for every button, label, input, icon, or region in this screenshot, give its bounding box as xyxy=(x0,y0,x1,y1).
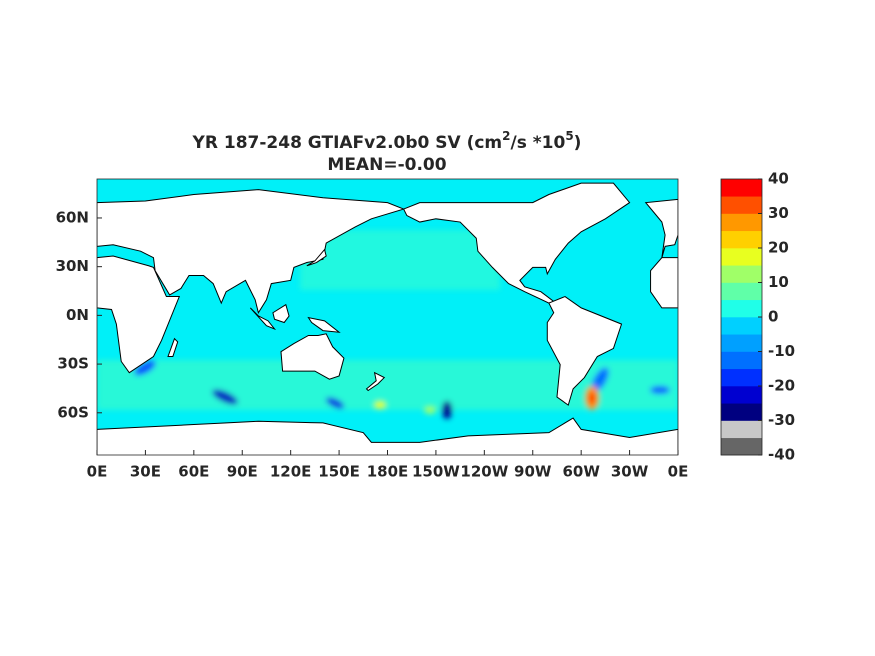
x-tick-label: 150W xyxy=(412,463,460,481)
colorbar-tick-label: 40 xyxy=(768,170,789,188)
colorbar-band xyxy=(721,403,762,421)
colorbar-tick-label: -10 xyxy=(768,342,795,360)
colorbar-tick-label: 10 xyxy=(768,273,789,291)
y-tick-label: 0N xyxy=(66,306,89,324)
colorbar-band xyxy=(721,334,762,352)
colorbar-tick-label: -40 xyxy=(768,446,795,464)
y-tick-label: 60N xyxy=(56,208,89,226)
colorbar-tick-label: 0 xyxy=(768,308,778,326)
colorbar-band xyxy=(721,368,762,387)
x-tick-label: 60E xyxy=(178,463,209,481)
x-tick-label: 0E xyxy=(87,463,108,481)
colorbar-band xyxy=(721,351,762,370)
y-tick-label: 30N xyxy=(56,257,89,275)
title-text: YR 187-248 GTIAFv2.0b0 SV (cm xyxy=(192,133,503,153)
colorbar-band xyxy=(721,179,762,197)
title-text: /s *10 xyxy=(511,133,566,153)
colorbar-band xyxy=(721,282,762,301)
colorbar-band xyxy=(721,230,762,249)
colorbar-band xyxy=(721,317,762,335)
colorbar-band xyxy=(721,196,762,214)
colorbar-band xyxy=(721,265,762,283)
x-tick-label: 0E xyxy=(668,463,689,481)
x-tick-label: 90W xyxy=(514,463,552,481)
title-sup: 2 xyxy=(502,129,510,143)
colorbar-tick-label: -30 xyxy=(768,411,795,429)
x-tick-label: 120W xyxy=(460,463,508,481)
colorbar-tick-label: 20 xyxy=(768,239,789,257)
x-tick-label: 90E xyxy=(227,463,258,481)
colorbar-tick-label: -20 xyxy=(768,377,795,395)
colorbar-band xyxy=(721,248,762,266)
colorbar-band xyxy=(721,386,762,404)
map-subtitle: MEAN=-0.00 xyxy=(327,155,446,175)
x-tick-label: 150E xyxy=(318,463,360,481)
title-text: ) xyxy=(574,133,582,153)
map-title: YR 187-248 GTIAFv2.0b0 SV (cm2/s *105) xyxy=(192,129,582,154)
y-tick-label: 60S xyxy=(57,403,89,421)
title-sup: 5 xyxy=(565,129,573,143)
map-area xyxy=(97,179,678,455)
colorbar-band xyxy=(721,213,762,232)
x-tick-label: 180E xyxy=(367,463,409,481)
y-tick-label: 30S xyxy=(57,355,89,373)
colorbar-band xyxy=(721,299,762,318)
x-tick-label: 30W xyxy=(611,463,649,481)
continents xyxy=(97,183,678,455)
x-tick-label: 30E xyxy=(130,463,161,481)
colorbar-band xyxy=(721,420,762,439)
x-tick-label: 120E xyxy=(270,463,312,481)
x-tick-label: 60W xyxy=(562,463,600,481)
colorbar-band xyxy=(721,437,762,456)
colorbar-tick-label: 30 xyxy=(768,204,789,222)
